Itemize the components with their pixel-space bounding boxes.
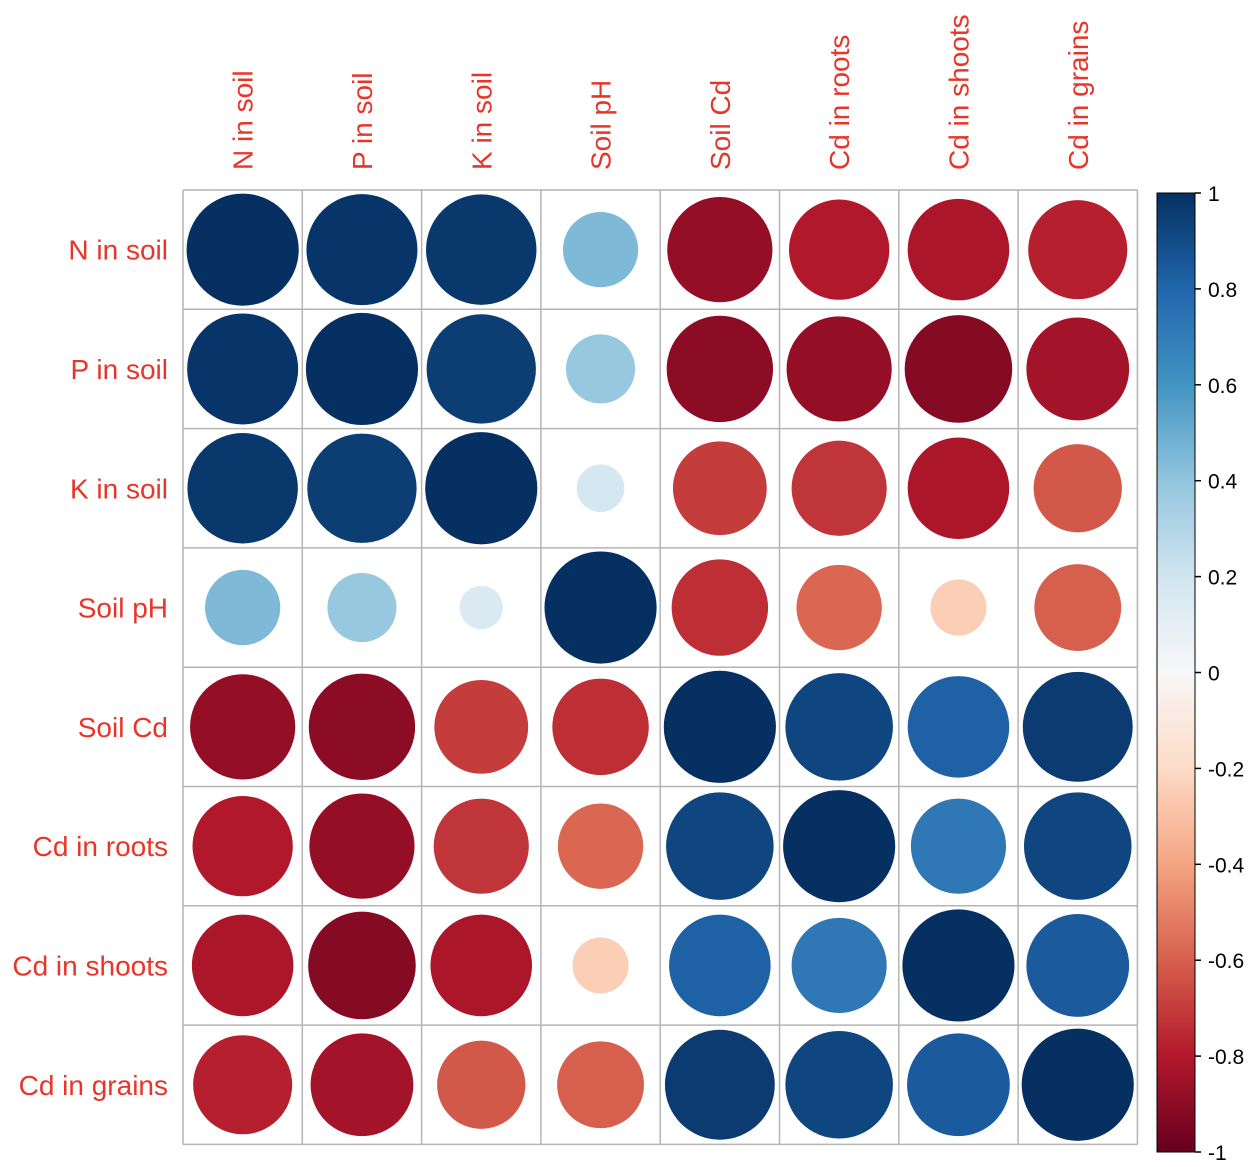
- correlation-circle: [663, 670, 776, 783]
- row-label: P in soil: [70, 354, 168, 385]
- column-label: P in soil: [347, 72, 378, 170]
- correlation-circle: [907, 437, 1010, 540]
- correlation-circle: [327, 572, 397, 643]
- correlation-circle: [562, 212, 639, 288]
- correlation-circle: [783, 790, 896, 903]
- correlation-circle: [664, 1029, 775, 1140]
- correlation-circle: [544, 551, 657, 664]
- colorbar-tick-label: 1: [1208, 183, 1220, 206]
- colorbar-tick-label: 0.6: [1208, 375, 1237, 398]
- correlation-circle: [788, 199, 890, 300]
- column-label: Soil Cd: [705, 80, 736, 170]
- correlation-circle: [205, 569, 281, 646]
- correlation-circle: [434, 679, 529, 774]
- correlation-circle: [310, 1033, 414, 1137]
- correlation-circle: [910, 798, 1007, 894]
- column-labels: N in soil P in soil K in soil Soil pH Soil C…: [228, 14, 1094, 170]
- correlation-circle: [437, 1040, 526, 1129]
- correlation-circle: [672, 441, 767, 536]
- correlation-circle: [552, 678, 649, 776]
- correlation-circle: [192, 795, 293, 897]
- correlation-circle: [576, 464, 625, 513]
- correlation-circle: [190, 674, 296, 780]
- correlation-circle: [667, 197, 773, 303]
- row-labels: N in soil P in soil K in soil Soil pH Soil C…: [12, 235, 168, 1101]
- correlation-circle: [785, 673, 893, 781]
- row-label: Cd in shoots: [12, 950, 168, 981]
- correlation-circle: [433, 798, 529, 894]
- colorbar: 1 0.8 0.6 0.4 0.2 0 -0.2 -0.4 -0.6 -0.8 -1: [1156, 183, 1245, 1165]
- correlation-circle: [426, 314, 536, 424]
- correlation-circle: [930, 579, 987, 636]
- colorbar-tick-label: 0.8: [1208, 279, 1237, 302]
- row-label: N in soil: [68, 235, 168, 266]
- correlation-circle: [459, 585, 503, 630]
- correlation-circle: [193, 1035, 293, 1135]
- colorbar-tick-label: -0.2: [1208, 758, 1244, 781]
- correlation-circle: [1026, 317, 1130, 421]
- correlation-circle: [191, 914, 294, 1017]
- correlation-circle: [309, 793, 415, 899]
- correlation-circle: [308, 673, 416, 781]
- column-label: Cd in roots: [824, 35, 855, 170]
- colorbar-tick-label: -0.8: [1208, 1046, 1244, 1069]
- matrix-grid: [182, 189, 1139, 1146]
- correlation-circle: [1034, 564, 1122, 651]
- column-label: K in soil: [466, 72, 497, 170]
- correlation-circle: [1028, 200, 1128, 300]
- correlation-circles: [186, 193, 1134, 1141]
- colorbar-gradient: [1156, 192, 1196, 1153]
- correlation-circle: [796, 564, 882, 651]
- correlation-circle: [187, 313, 299, 425]
- correlation-circle: [785, 1030, 893, 1139]
- column-label: Cd in grains: [1063, 21, 1094, 170]
- colorbar-tick-label: 0.4: [1208, 471, 1238, 494]
- correlation-circle: [1021, 1028, 1134, 1141]
- correlation-circle: [307, 433, 417, 543]
- correlation-circle: [791, 440, 887, 536]
- correlation-circle: [1022, 671, 1133, 782]
- colorbar-tick-label: -0.6: [1208, 950, 1244, 973]
- correlation-circle: [306, 194, 418, 306]
- correlation-circle: [1033, 444, 1122, 533]
- correlation-circle: [791, 917, 887, 1014]
- row-label: K in soil: [70, 473, 168, 504]
- correlation-circle: [671, 559, 769, 656]
- correlation-circle: [669, 914, 771, 1017]
- row-label: Cd in grains: [19, 1070, 168, 1101]
- correlation-circle: [1023, 792, 1132, 900]
- correlation-circle: [902, 909, 1015, 1022]
- correlation-circle: [187, 433, 298, 544]
- correlation-circle: [305, 312, 419, 426]
- correlation-circle: [907, 676, 1010, 778]
- column-label: Cd in shoots: [943, 14, 974, 170]
- column-label: N in soil: [228, 70, 259, 170]
- colorbar-tick-label: -0.4: [1208, 854, 1245, 877]
- correlation-circle: [430, 914, 533, 1017]
- correlation-circle: [426, 194, 537, 305]
- correlation-circle: [186, 193, 299, 306]
- correlation-circle: [666, 792, 774, 900]
- column-label: Soil pH: [586, 80, 617, 170]
- correlation-circle: [557, 1041, 644, 1129]
- correlation-circle: [565, 334, 636, 404]
- correlation-circle: [907, 1033, 1010, 1137]
- correlation-circle: [666, 315, 774, 423]
- correlation-circle: [786, 316, 892, 422]
- correlation-circle: [572, 937, 629, 994]
- correlation-circle: [904, 315, 1013, 423]
- correlation-circle: [425, 432, 538, 545]
- row-label: Soil pH: [78, 593, 168, 624]
- row-label: Soil Cd: [78, 712, 168, 743]
- correlation-circle: [907, 198, 1010, 301]
- correlation-circle: [308, 911, 416, 1020]
- correlation-circle: [557, 803, 644, 889]
- colorbar-tick-label: 0: [1208, 663, 1220, 686]
- correlation-circle: [1026, 914, 1130, 1017]
- colorbar-tick-label: 0.2: [1208, 567, 1237, 590]
- row-label: Cd in roots: [33, 831, 168, 862]
- colorbar-tick-label: -1: [1208, 1142, 1227, 1165]
